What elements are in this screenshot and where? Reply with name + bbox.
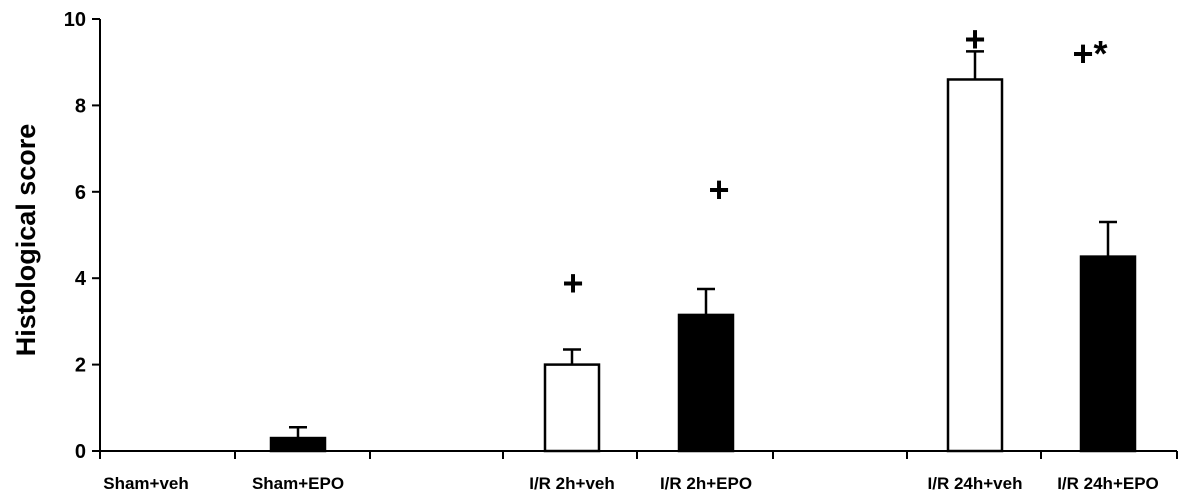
plot-area: 0 2 4 6 8 10 Sham+veh Sham+EPO I/R 2h+veh + I/R 2h…: [64, 9, 1178, 493]
significance-marker: +: [708, 169, 729, 210]
bar: [677, 313, 735, 453]
y-tick-label: 8: [75, 95, 86, 117]
y-tick-label: 10: [64, 9, 86, 31]
bar: [543, 363, 601, 453]
significance-marker: +: [562, 262, 583, 303]
category-label: Sham+EPO: [252, 474, 344, 493]
y-axis-title: Histological score: [11, 124, 41, 357]
bar: [269, 436, 327, 453]
significance-marker: +: [964, 18, 985, 59]
category-label: I/R 24h+veh: [928, 474, 1023, 493]
category-label: I/R 2h+EPO: [660, 474, 752, 493]
y-tick-label: 2: [75, 355, 86, 377]
significance-marker: +*: [1072, 33, 1107, 74]
y-tick-label: 0: [75, 441, 86, 463]
category-label: I/R 2h+veh: [529, 474, 615, 493]
category-label: Sham+veh: [103, 474, 189, 493]
category-label: I/R 24h+EPO: [1057, 474, 1159, 493]
y-tick-label: 6: [75, 182, 86, 204]
y-tick-label: 4: [75, 268, 87, 290]
bar: [946, 78, 1004, 453]
bar: [1079, 255, 1137, 453]
